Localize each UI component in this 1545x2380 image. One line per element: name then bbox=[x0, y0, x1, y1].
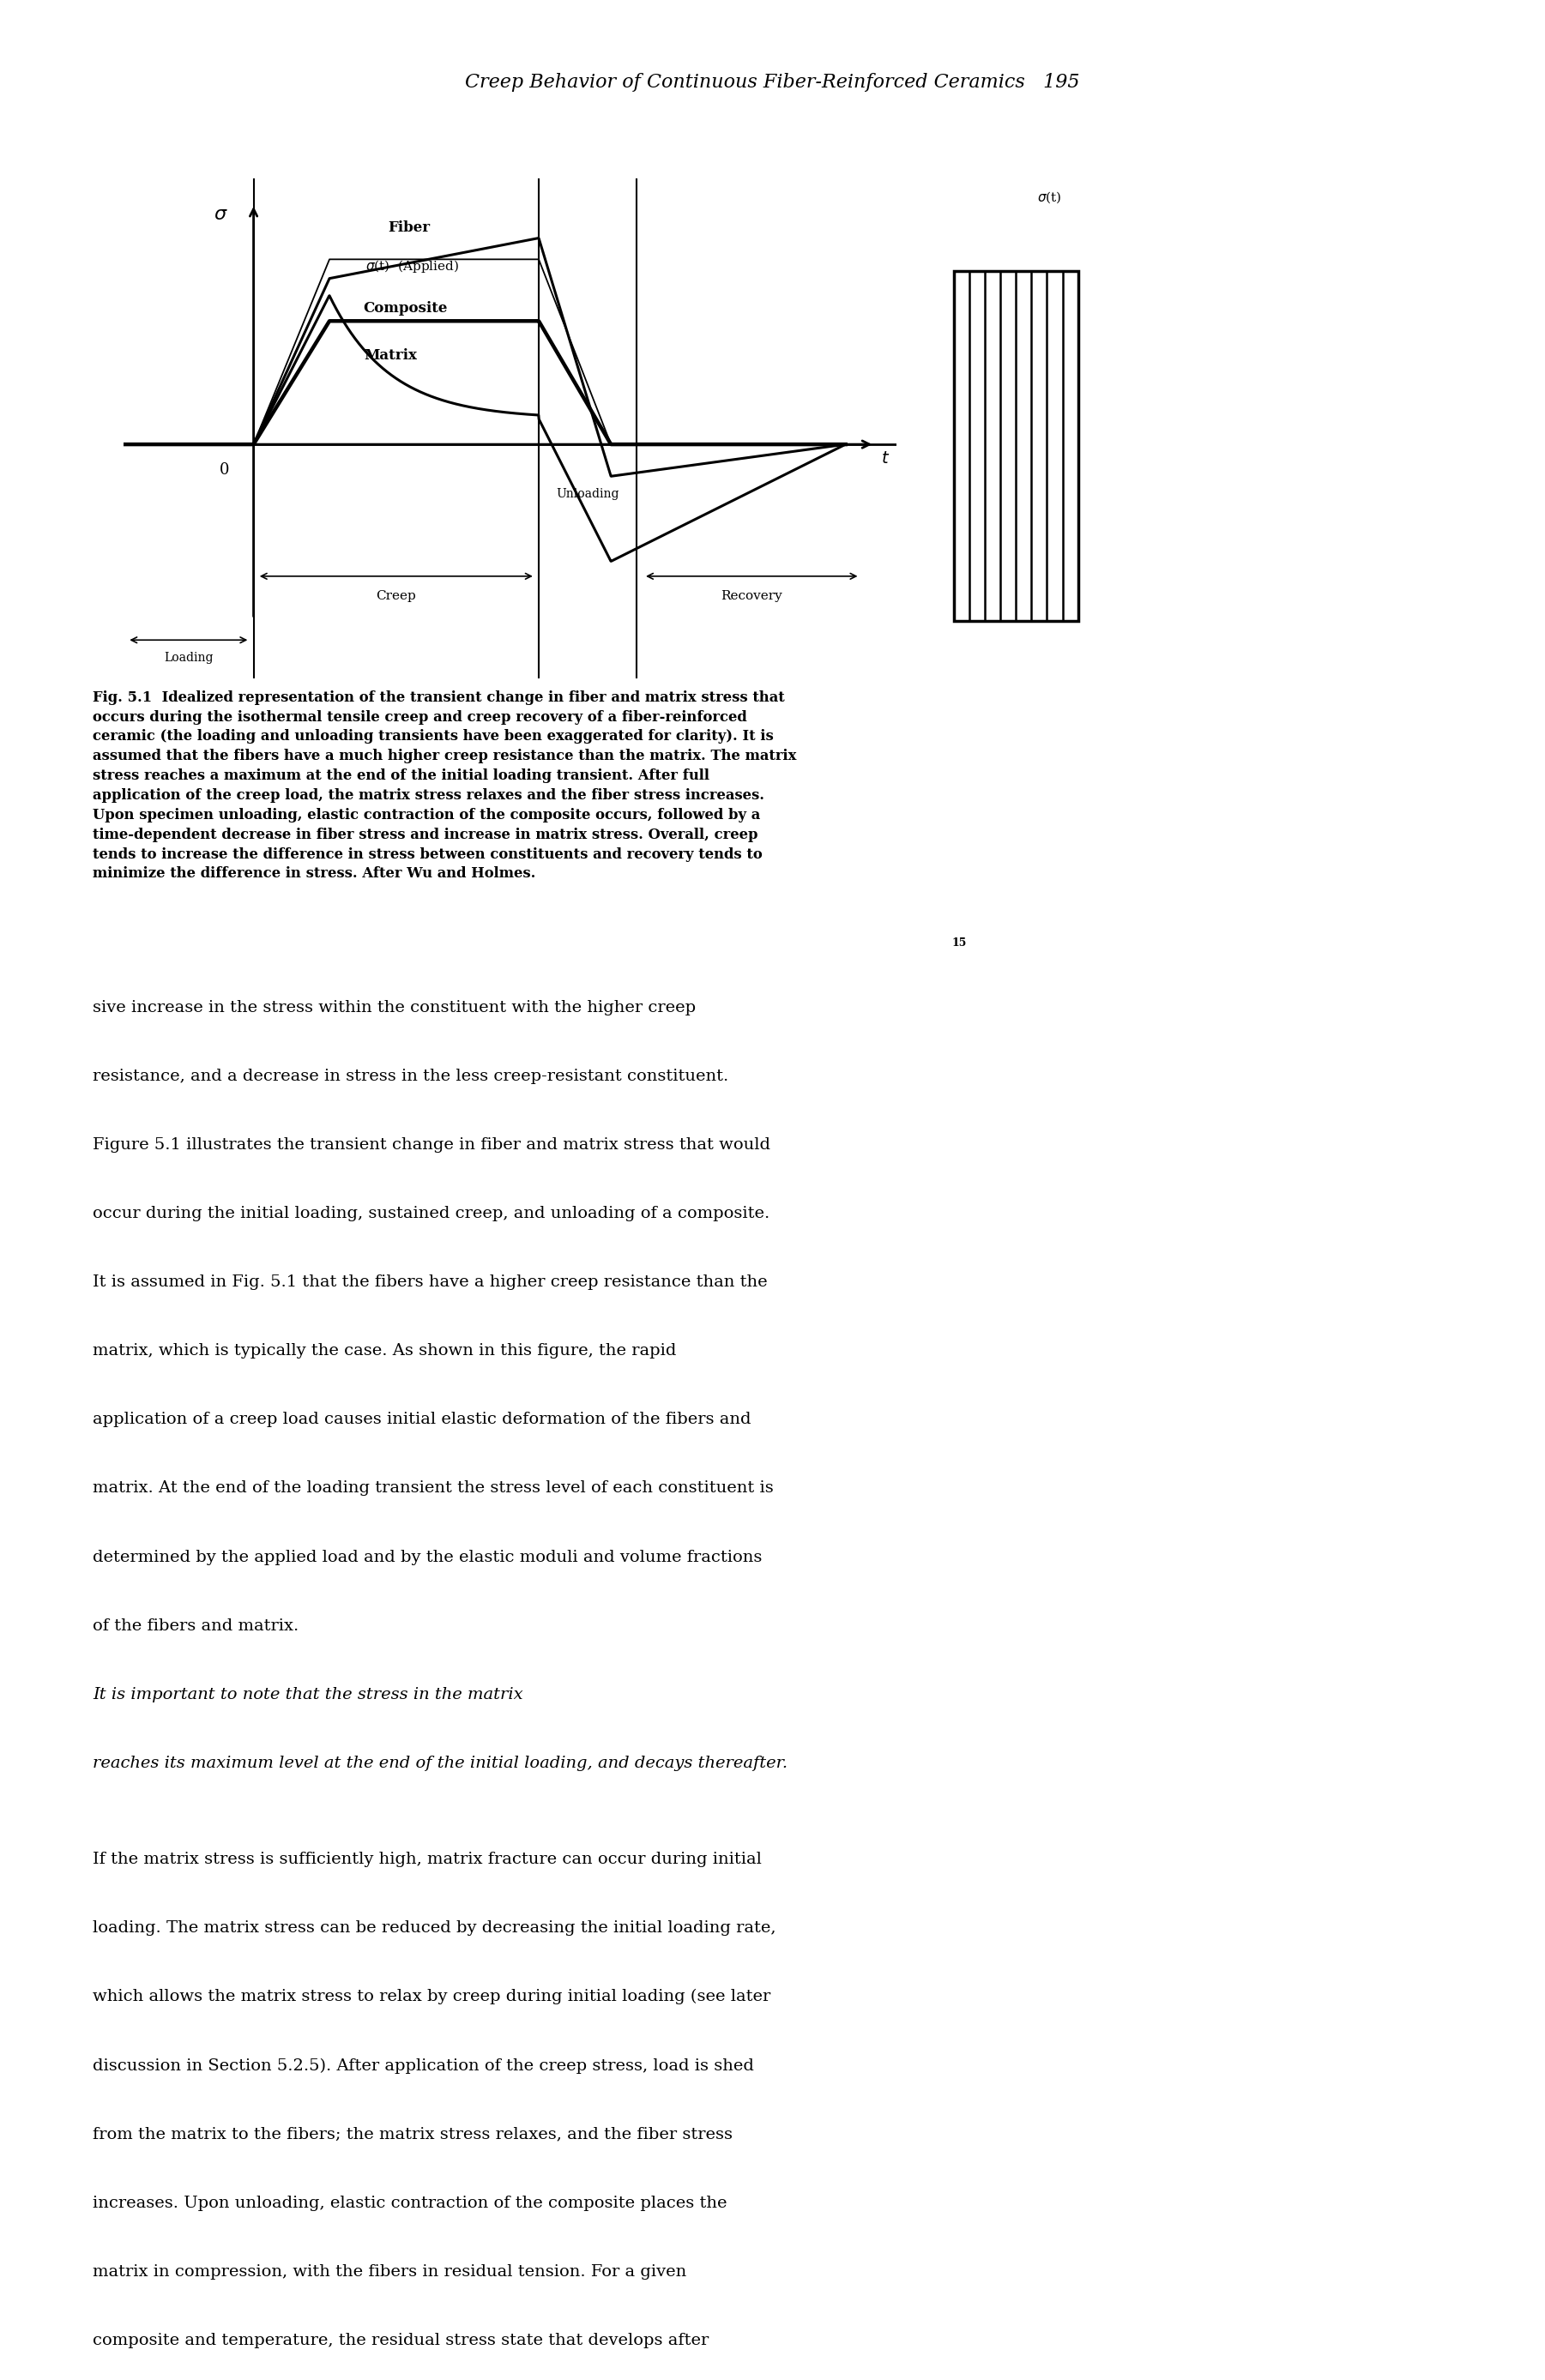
Text: Matrix: Matrix bbox=[365, 347, 417, 362]
Text: Recovery: Recovery bbox=[722, 590, 782, 602]
Bar bbox=[953, 271, 1078, 621]
Text: Figure 5.1 illustrates the transient change in fiber and matrix stress that woul: Figure 5.1 illustrates the transient cha… bbox=[93, 1138, 771, 1152]
Text: If the matrix stress is sufficiently high, matrix fracture can occur during init: If the matrix stress is sufficiently hig… bbox=[93, 1852, 762, 1866]
Text: reaches its maximum level at the end of the initial loading, and decays thereaft: reaches its maximum level at the end of … bbox=[93, 1756, 788, 1771]
Text: discussion in Section 5.2.5). After application of the creep stress, load is she: discussion in Section 5.2.5). After appl… bbox=[93, 2059, 754, 2073]
Text: $t$: $t$ bbox=[881, 452, 890, 466]
Text: determined by the applied load and by the elastic moduli and volume fractions: determined by the applied load and by th… bbox=[93, 1549, 762, 1566]
Text: Loading: Loading bbox=[164, 652, 213, 664]
Text: 15: 15 bbox=[952, 938, 967, 950]
Text: Unloading: Unloading bbox=[556, 488, 620, 500]
Text: resistance, and a decrease in stress in the less creep-resistant constituent.: resistance, and a decrease in stress in … bbox=[93, 1069, 729, 1083]
Text: Creep Behavior of Continuous Fiber-Reinforced Ceramics   195: Creep Behavior of Continuous Fiber-Reinf… bbox=[465, 74, 1080, 90]
Text: loading. The matrix stress can be reduced by decreasing the initial loading rate: loading. The matrix stress can be reduce… bbox=[93, 1921, 776, 1935]
Text: occur during the initial loading, sustained creep, and unloading of a composite.: occur during the initial loading, sustai… bbox=[93, 1207, 769, 1221]
Text: Fiber: Fiber bbox=[388, 221, 430, 236]
Text: matrix, which is typically the case. As shown in this figure, the rapid: matrix, which is typically the case. As … bbox=[93, 1342, 677, 1359]
Text: matrix in compression, with the fibers in residual tension. For a given: matrix in compression, with the fibers i… bbox=[93, 2263, 686, 2280]
Text: Creep: Creep bbox=[375, 590, 416, 602]
Text: of the fibers and matrix.: of the fibers and matrix. bbox=[93, 1618, 298, 1633]
Text: $\sigma$(t): $\sigma$(t) bbox=[1037, 190, 1061, 205]
Text: which allows the matrix stress to relax by creep during initial loading (see lat: which allows the matrix stress to relax … bbox=[93, 1990, 771, 2004]
Text: application of a creep load causes initial elastic deformation of the fibers and: application of a creep load causes initi… bbox=[93, 1411, 751, 1428]
Text: It is important to note that the stress in the matrix: It is important to note that the stress … bbox=[93, 1687, 524, 1702]
Text: matrix. At the end of the loading transient the stress level of each constituent: matrix. At the end of the loading transi… bbox=[93, 1480, 774, 1497]
Text: 0: 0 bbox=[219, 462, 230, 478]
Text: from the matrix to the fibers; the matrix stress relaxes, and the fiber stress: from the matrix to the fibers; the matri… bbox=[93, 2125, 732, 2142]
Text: $\sigma$(t)  (Applied): $\sigma$(t) (Applied) bbox=[366, 257, 459, 274]
Text: sive increase in the stress within the constituent with the higher creep: sive increase in the stress within the c… bbox=[93, 1000, 695, 1014]
Text: Fig. 5.1  Idealized representation of the transient change in fiber and matrix s: Fig. 5.1 Idealized representation of the… bbox=[93, 690, 797, 881]
Text: increases. Upon unloading, elastic contraction of the composite places the: increases. Upon unloading, elastic contr… bbox=[93, 2194, 728, 2211]
Text: composite and temperature, the residual stress state that develops after: composite and temperature, the residual … bbox=[93, 2332, 709, 2349]
Text: $\sigma$: $\sigma$ bbox=[213, 205, 229, 224]
Text: Composite: Composite bbox=[363, 302, 448, 317]
Text: It is assumed in Fig. 5.1 that the fibers have a higher creep resistance than th: It is assumed in Fig. 5.1 that the fiber… bbox=[93, 1276, 768, 1290]
